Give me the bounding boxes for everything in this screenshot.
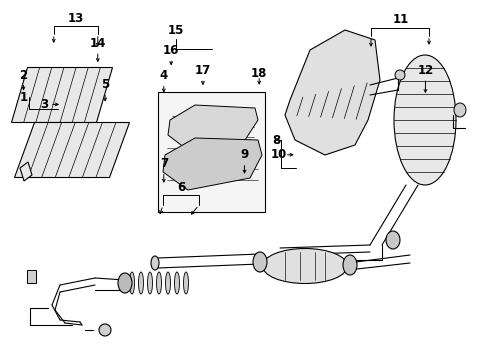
Ellipse shape xyxy=(165,272,170,294)
Ellipse shape xyxy=(342,255,356,275)
Ellipse shape xyxy=(129,272,134,294)
Polygon shape xyxy=(168,105,258,148)
Text: 2: 2 xyxy=(20,69,27,82)
Text: 10: 10 xyxy=(270,148,286,161)
Ellipse shape xyxy=(262,248,347,284)
Ellipse shape xyxy=(174,272,179,294)
Text: 12: 12 xyxy=(416,64,433,77)
Ellipse shape xyxy=(118,273,132,293)
Text: 8: 8 xyxy=(272,134,280,147)
Text: 9: 9 xyxy=(240,148,248,161)
Ellipse shape xyxy=(453,103,465,117)
Bar xyxy=(27,270,36,283)
Ellipse shape xyxy=(252,252,266,272)
Bar xyxy=(158,92,264,212)
Polygon shape xyxy=(12,68,112,122)
Ellipse shape xyxy=(183,272,188,294)
Text: 6: 6 xyxy=(177,181,184,194)
Text: 17: 17 xyxy=(194,64,211,77)
Polygon shape xyxy=(20,162,32,181)
Ellipse shape xyxy=(156,272,161,294)
Ellipse shape xyxy=(147,272,152,294)
Text: 7: 7 xyxy=(160,157,167,170)
Text: 11: 11 xyxy=(392,13,408,26)
Text: 15: 15 xyxy=(167,24,184,37)
Ellipse shape xyxy=(151,256,159,270)
Polygon shape xyxy=(285,30,379,155)
Text: 3: 3 xyxy=(40,98,48,111)
Text: 13: 13 xyxy=(67,12,84,24)
Text: 5: 5 xyxy=(101,78,109,91)
Text: 14: 14 xyxy=(89,37,106,50)
Polygon shape xyxy=(163,138,262,190)
Ellipse shape xyxy=(393,55,455,185)
Text: 18: 18 xyxy=(250,67,267,80)
Ellipse shape xyxy=(138,272,143,294)
Ellipse shape xyxy=(385,231,399,249)
Ellipse shape xyxy=(394,70,404,80)
Text: 4: 4 xyxy=(160,69,167,82)
Text: 1: 1 xyxy=(20,91,27,104)
Polygon shape xyxy=(15,122,129,177)
Ellipse shape xyxy=(99,324,111,336)
Text: 16: 16 xyxy=(163,44,179,57)
